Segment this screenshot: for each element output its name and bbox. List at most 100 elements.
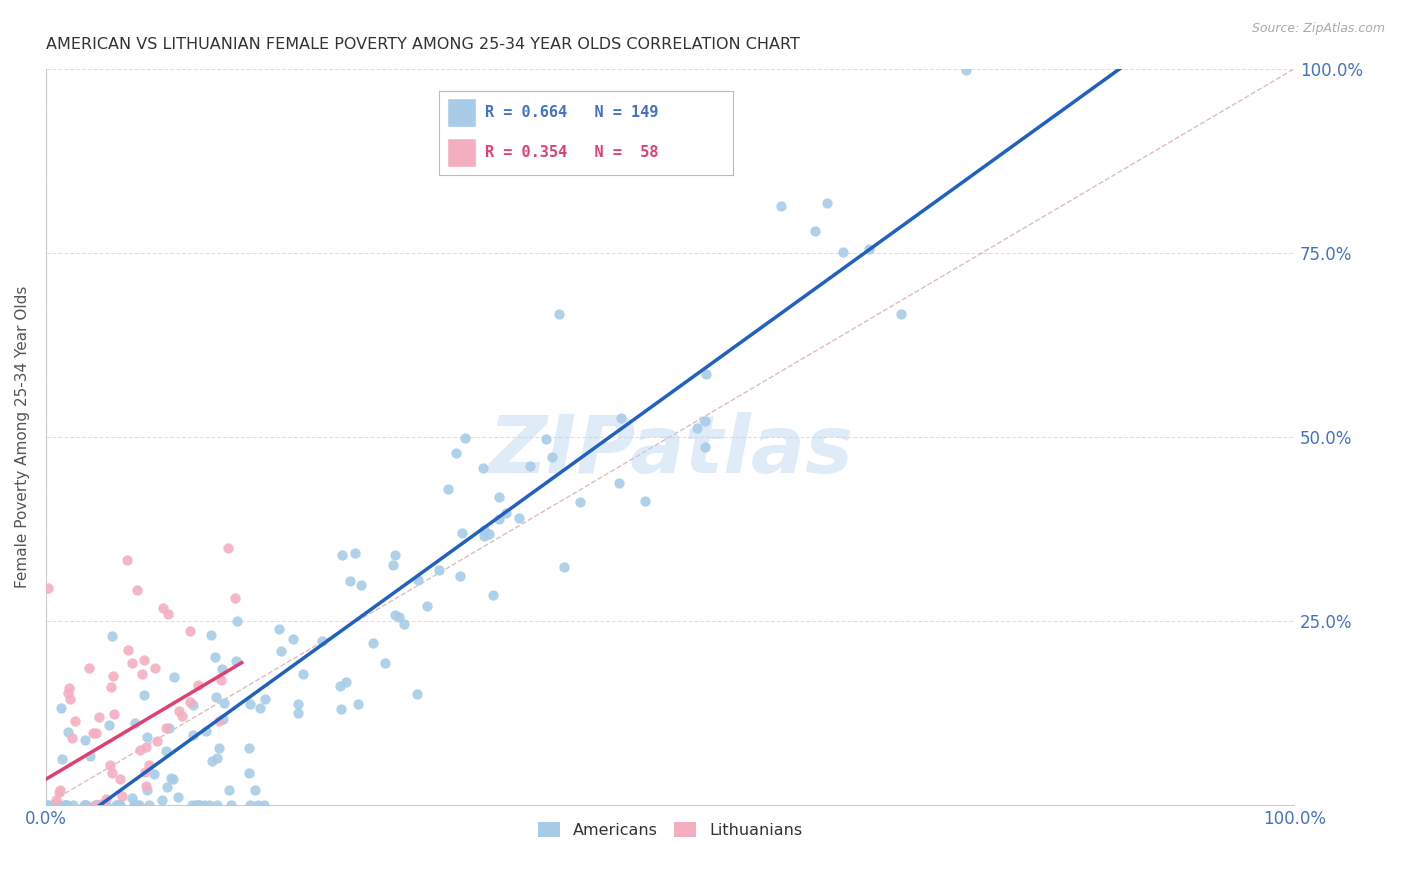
Point <box>449 569 471 583</box>
Point <box>97 718 120 732</box>
Point <box>384 607 406 622</box>
Point <box>1049 25 1071 39</box>
Point <box>98 758 121 772</box>
Point <box>184 797 207 812</box>
Point <box>129 856 152 871</box>
Point <box>553 559 575 574</box>
Point <box>955 62 977 77</box>
Text: Source: ZipAtlas.com: Source: ZipAtlas.com <box>1251 22 1385 36</box>
Point <box>42 856 65 871</box>
Point <box>194 723 217 738</box>
Point <box>519 458 541 473</box>
Point <box>129 743 152 757</box>
Point <box>508 511 530 525</box>
Point <box>138 797 160 812</box>
Point <box>90 797 112 811</box>
Point <box>179 624 201 638</box>
Point <box>269 622 291 636</box>
Point <box>45 797 67 812</box>
Point <box>181 797 204 812</box>
Point <box>198 797 221 812</box>
Point <box>287 697 309 711</box>
Point <box>150 793 173 807</box>
Point <box>330 549 353 563</box>
Point <box>103 706 125 721</box>
Point <box>472 461 495 475</box>
Point <box>73 797 96 812</box>
Point <box>179 837 201 851</box>
Point <box>146 734 169 748</box>
Point <box>62 797 84 812</box>
Point <box>205 797 228 812</box>
Point <box>693 440 716 454</box>
Point <box>51 751 73 765</box>
Point <box>143 661 166 675</box>
Point <box>204 650 226 665</box>
Point <box>138 758 160 772</box>
Point <box>238 741 260 756</box>
Point <box>693 414 716 428</box>
Point <box>83 799 105 814</box>
Point <box>44 797 66 812</box>
Point <box>540 450 562 464</box>
Point <box>347 697 370 711</box>
Point <box>254 692 277 706</box>
Point <box>37 797 59 812</box>
Point <box>607 476 630 491</box>
Point <box>444 446 467 460</box>
Point <box>311 634 333 648</box>
Point <box>86 812 108 826</box>
Point <box>803 224 825 238</box>
Point <box>488 512 510 526</box>
Point <box>205 751 228 765</box>
Point <box>55 797 77 812</box>
Point <box>381 558 404 573</box>
Point <box>37 797 59 812</box>
Point <box>221 797 243 812</box>
Point <box>685 421 707 435</box>
Point <box>101 766 124 780</box>
Point <box>187 797 209 812</box>
Point <box>75 797 97 812</box>
Point <box>79 749 101 764</box>
Point <box>238 797 260 812</box>
Point <box>136 730 159 744</box>
Point <box>96 792 118 806</box>
Point <box>361 636 384 650</box>
Point <box>121 791 143 805</box>
Point <box>181 698 204 712</box>
Point <box>200 755 222 769</box>
Point <box>858 242 880 256</box>
Point <box>427 563 450 577</box>
Point <box>108 797 131 812</box>
Point <box>77 661 100 675</box>
Point <box>142 767 165 781</box>
Y-axis label: Female Poverty Among 25-34 Year Olds: Female Poverty Among 25-34 Year Olds <box>15 285 30 588</box>
Point <box>48 797 70 812</box>
Point <box>101 630 124 644</box>
Point <box>107 797 129 812</box>
Point <box>238 766 260 780</box>
Point <box>453 431 475 445</box>
Point <box>84 797 107 812</box>
Point <box>634 494 657 508</box>
Point <box>212 712 235 726</box>
Point <box>495 506 517 520</box>
Point <box>406 687 429 701</box>
Point <box>243 782 266 797</box>
Point <box>200 628 222 642</box>
Point <box>131 667 153 681</box>
Point <box>128 797 150 812</box>
Point <box>217 541 239 555</box>
Point <box>73 733 96 747</box>
Point <box>163 670 186 684</box>
Point <box>42 797 65 812</box>
Point <box>46 797 69 812</box>
Point <box>247 797 270 812</box>
Point <box>157 607 180 622</box>
Point <box>472 523 495 537</box>
Point <box>155 721 177 735</box>
Point <box>87 710 110 724</box>
Point <box>437 483 460 497</box>
Point <box>770 199 793 213</box>
